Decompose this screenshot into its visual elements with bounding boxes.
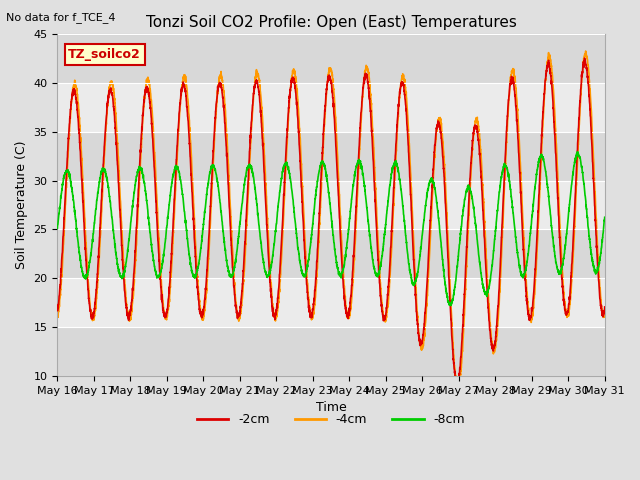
Bar (58, 83, 605, 132)
Bar (58, 327, 605, 376)
Text: TZ_soilco2: TZ_soilco2 (68, 48, 141, 61)
X-axis label: Time: Time (316, 401, 346, 414)
Text: No data for f_TCE_4: No data for f_TCE_4 (6, 12, 116, 23)
Bar (58, 180, 605, 229)
Bar (58, 278, 605, 327)
Y-axis label: Soil Temperature (C): Soil Temperature (C) (15, 141, 28, 269)
Bar (58, 229, 605, 278)
Legend: -2cm, -4cm, -8cm: -2cm, -4cm, -8cm (192, 408, 470, 431)
Title: Tonzi Soil CO2 Profile: Open (East) Temperatures: Tonzi Soil CO2 Profile: Open (East) Temp… (146, 15, 516, 30)
Bar (58, 132, 605, 180)
Bar (58, 34, 605, 83)
